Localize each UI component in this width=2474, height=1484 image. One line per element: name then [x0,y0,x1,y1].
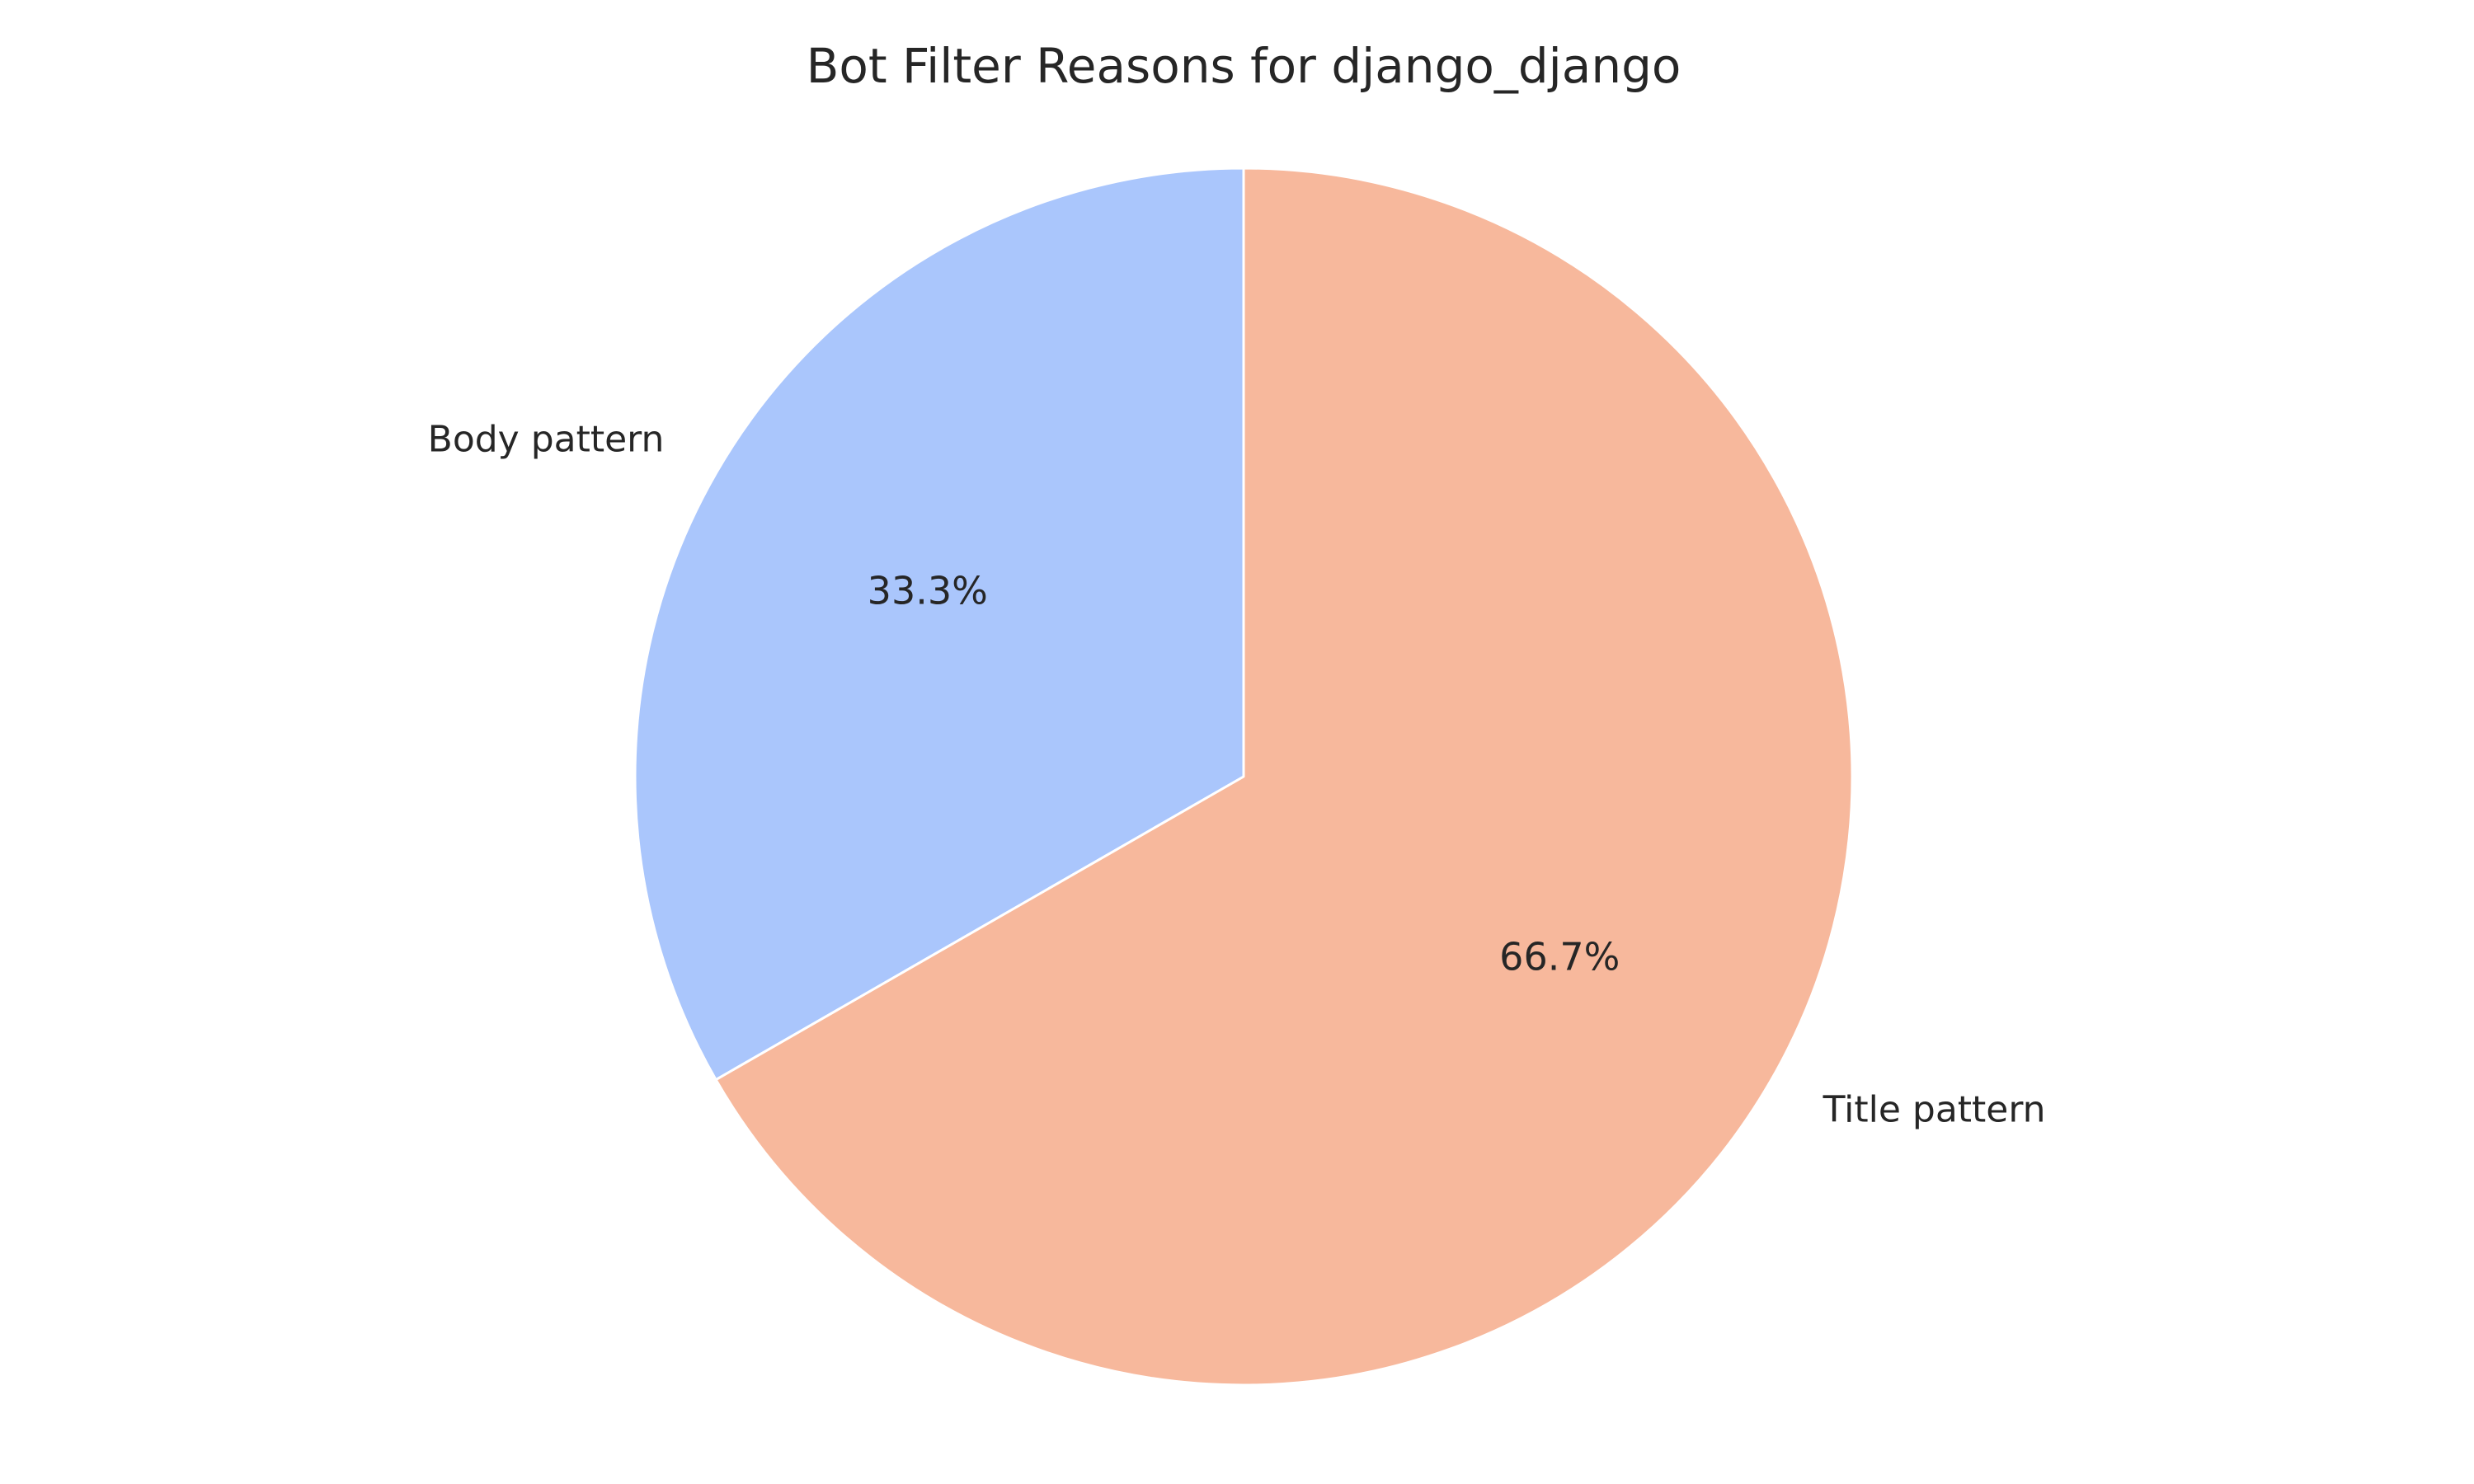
pie-labels: Body pattern 33.3% Title pattern 66.7% [428,418,2046,1130]
slice-percent-label: 33.3% [868,569,988,613]
chart-title: Bot Filter Reasons for django_django [807,38,1681,94]
pie-slice-body-pattern [633,167,1245,1082]
slice-label: Body pattern [428,418,665,460]
slice-percent-label: 66.7% [1499,934,1620,979]
pie-slices [633,167,1854,1387]
pie-slice-title-pattern [714,167,1854,1387]
slice-label: Title pattern [1823,1089,2046,1131]
